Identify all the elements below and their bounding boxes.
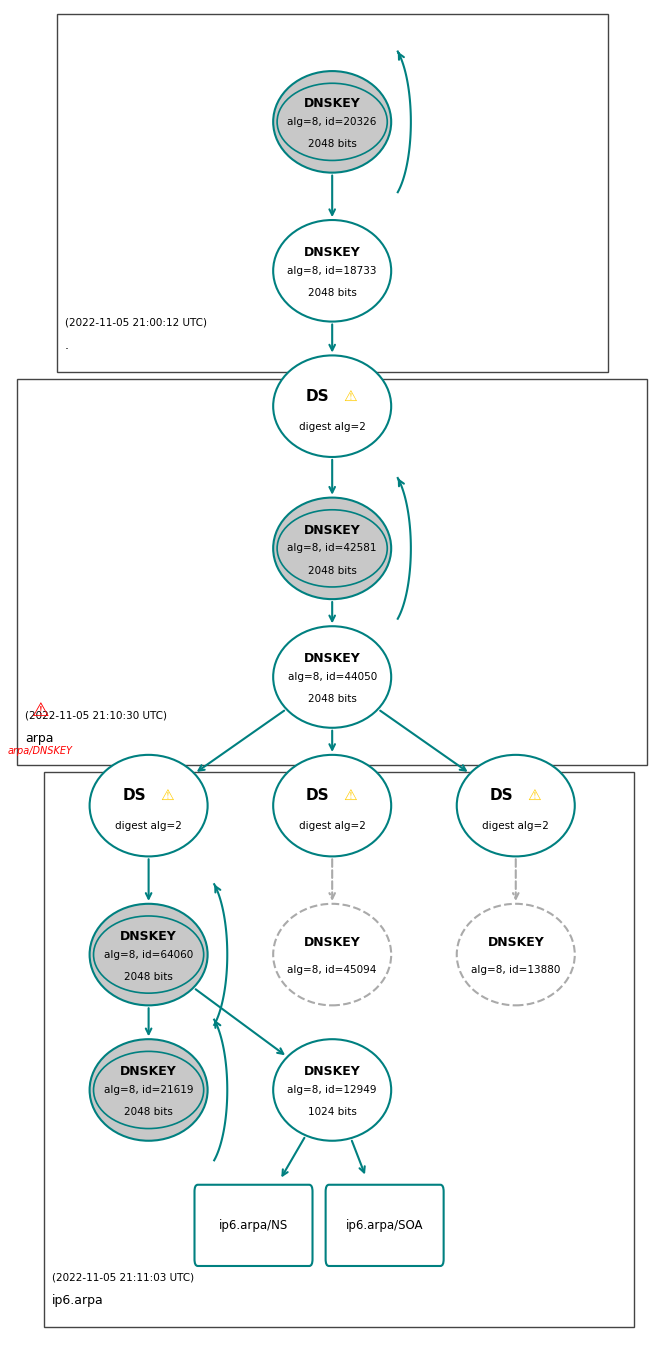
Text: alg=8, id=21619: alg=8, id=21619	[104, 1085, 193, 1095]
Text: arpa: arpa	[25, 731, 54, 745]
Ellipse shape	[273, 904, 391, 1005]
Text: DNSKEY: DNSKEY	[304, 1066, 360, 1078]
Text: DNSKEY: DNSKEY	[304, 246, 360, 259]
Ellipse shape	[90, 756, 208, 856]
Text: ⚠: ⚠	[527, 788, 541, 803]
Text: alg=8, id=18733: alg=8, id=18733	[288, 265, 377, 276]
Text: alg=8, id=20326: alg=8, id=20326	[288, 116, 377, 127]
Text: alg=8, id=64060: alg=8, id=64060	[104, 949, 193, 960]
Ellipse shape	[273, 497, 391, 598]
Text: DS: DS	[122, 788, 146, 803]
Text: digest alg=2: digest alg=2	[299, 421, 366, 432]
Text: DNSKEY: DNSKEY	[304, 653, 360, 665]
Text: ip6.arpa: ip6.arpa	[51, 1293, 104, 1307]
Text: digest alg=2: digest alg=2	[299, 821, 366, 831]
Text: digest alg=2: digest alg=2	[115, 821, 182, 831]
Text: DNSKEY: DNSKEY	[487, 936, 544, 949]
Ellipse shape	[457, 904, 575, 1005]
Text: DNSKEY: DNSKEY	[120, 930, 177, 942]
Text: digest alg=2: digest alg=2	[482, 821, 549, 831]
Ellipse shape	[457, 756, 575, 856]
Text: 2048 bits: 2048 bits	[308, 695, 356, 704]
Text: DS: DS	[306, 788, 329, 803]
Text: alg=8, id=45094: alg=8, id=45094	[288, 965, 377, 975]
Text: ⚠: ⚠	[344, 788, 357, 803]
Text: alg=8, id=42581: alg=8, id=42581	[288, 543, 377, 554]
Text: DS: DS	[490, 788, 513, 803]
Text: DNSKEY: DNSKEY	[304, 936, 360, 949]
Text: DNSKEY: DNSKEY	[304, 97, 360, 110]
Text: alg=8, id=12949: alg=8, id=12949	[288, 1085, 377, 1095]
FancyBboxPatch shape	[57, 14, 608, 372]
FancyBboxPatch shape	[325, 1185, 444, 1266]
Text: alg=8, id=44050: alg=8, id=44050	[288, 672, 377, 682]
Text: alg=8, id=13880: alg=8, id=13880	[471, 965, 560, 975]
Text: DS: DS	[306, 389, 329, 403]
Text: ⚠: ⚠	[32, 701, 50, 720]
Text: (2022-11-05 21:00:12 UTC): (2022-11-05 21:00:12 UTC)	[65, 318, 207, 328]
Text: ⚠: ⚠	[160, 788, 174, 803]
Text: 2048 bits: 2048 bits	[308, 566, 356, 575]
FancyBboxPatch shape	[195, 1185, 313, 1266]
Text: ⚠: ⚠	[344, 389, 357, 403]
Text: (2022-11-05 21:11:03 UTC): (2022-11-05 21:11:03 UTC)	[51, 1273, 193, 1282]
Text: arpa/DNSKEY: arpa/DNSKEY	[8, 746, 73, 757]
Ellipse shape	[273, 756, 391, 856]
Text: ip6.arpa/NS: ip6.arpa/NS	[219, 1219, 288, 1232]
FancyBboxPatch shape	[17, 379, 647, 765]
Ellipse shape	[273, 355, 391, 458]
Text: (2022-11-05 21:10:30 UTC): (2022-11-05 21:10:30 UTC)	[25, 711, 168, 720]
Text: 2048 bits: 2048 bits	[308, 139, 356, 149]
FancyBboxPatch shape	[44, 772, 634, 1327]
Ellipse shape	[90, 904, 208, 1005]
Ellipse shape	[90, 1040, 208, 1140]
Text: 2048 bits: 2048 bits	[124, 1108, 173, 1117]
Text: .: .	[65, 338, 69, 352]
Ellipse shape	[273, 70, 391, 173]
Text: 1024 bits: 1024 bits	[308, 1108, 356, 1117]
Ellipse shape	[273, 219, 391, 321]
Ellipse shape	[273, 1040, 391, 1140]
Text: ip6.arpa/SOA: ip6.arpa/SOA	[346, 1219, 423, 1232]
Text: 2048 bits: 2048 bits	[124, 972, 173, 982]
Text: DNSKEY: DNSKEY	[120, 1066, 177, 1078]
Text: 2048 bits: 2048 bits	[308, 288, 356, 298]
Ellipse shape	[273, 626, 391, 728]
Text: DNSKEY: DNSKEY	[304, 524, 360, 536]
